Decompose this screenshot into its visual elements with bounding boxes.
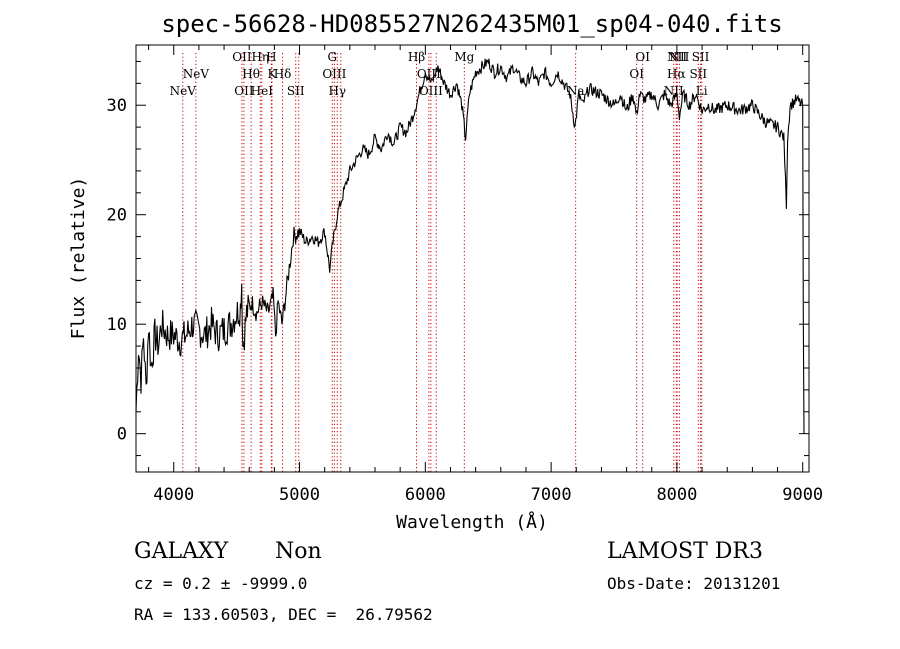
line-label: Hβ xyxy=(408,50,425,64)
line-label: SII xyxy=(689,67,707,81)
y-tick-label: 20 xyxy=(107,206,127,226)
x-tick-label: 5000 xyxy=(279,485,320,505)
redshift-text: cz = 0.2 ± -9999.0 xyxy=(134,574,307,593)
y-tick-label: 30 xyxy=(107,96,127,116)
x-tick-label: 4000 xyxy=(153,485,194,505)
line-label: Hη xyxy=(251,50,269,64)
line-label: OI xyxy=(629,67,644,81)
line-label: OIII xyxy=(419,84,443,98)
line-label: Hα xyxy=(667,67,686,81)
line-label: Hγ xyxy=(328,84,346,98)
line-label: NeV xyxy=(170,84,197,98)
line-label: OIII xyxy=(417,67,441,81)
y-axis-label: Flux (relative) xyxy=(68,177,89,340)
obs-date-text: Obs-Date: 20131201 xyxy=(607,574,780,593)
line-label: NII xyxy=(664,84,684,98)
line-label: Hδ xyxy=(274,67,292,81)
x-axis-label: Wavelength (Å) xyxy=(396,511,548,533)
x-axis-ticks: 4000 5000 6000 7000 8000 9000 xyxy=(148,45,823,505)
line-label: HeI xyxy=(251,84,274,98)
line-label: OIII xyxy=(322,67,346,81)
coordinates-text: RA = 133.60503, DEC = 26.79562 xyxy=(134,605,433,624)
chart-title: spec-56628-HD085527N262435M01_sp04-040.f… xyxy=(161,10,782,38)
emission-line-markers xyxy=(182,53,703,472)
line-label: K xyxy=(267,67,277,81)
spectrum-series xyxy=(135,58,805,434)
line-label: Hθ xyxy=(242,67,260,81)
line-label: OII xyxy=(234,84,254,98)
x-tick-label: 6000 xyxy=(405,485,446,505)
y-axis-ticks: 0 10 20 30 xyxy=(107,60,809,457)
x-tick-label: 8000 xyxy=(656,485,697,505)
line-label: G xyxy=(327,50,337,64)
line-label: NeV xyxy=(183,67,210,81)
line-label: OII xyxy=(232,50,252,64)
line-label: Li xyxy=(696,84,708,98)
x-tick-label: 7000 xyxy=(531,485,572,505)
y-tick-label: 10 xyxy=(107,315,127,335)
line-label: SII xyxy=(287,84,305,98)
object-subclass: Non xyxy=(275,539,322,564)
line-label: NII xyxy=(669,50,689,64)
line-label: SII xyxy=(692,50,710,64)
x-tick-label: 9000 xyxy=(782,485,823,505)
line-label: Mg xyxy=(454,50,474,64)
line-label: NII xyxy=(667,50,687,64)
object-class: GALAXY xyxy=(134,539,229,564)
line-label: OI xyxy=(635,50,650,64)
line-label: H xyxy=(266,50,276,64)
y-tick-label: 0 xyxy=(117,425,127,445)
survey-name: LAMOST DR3 xyxy=(607,539,763,564)
